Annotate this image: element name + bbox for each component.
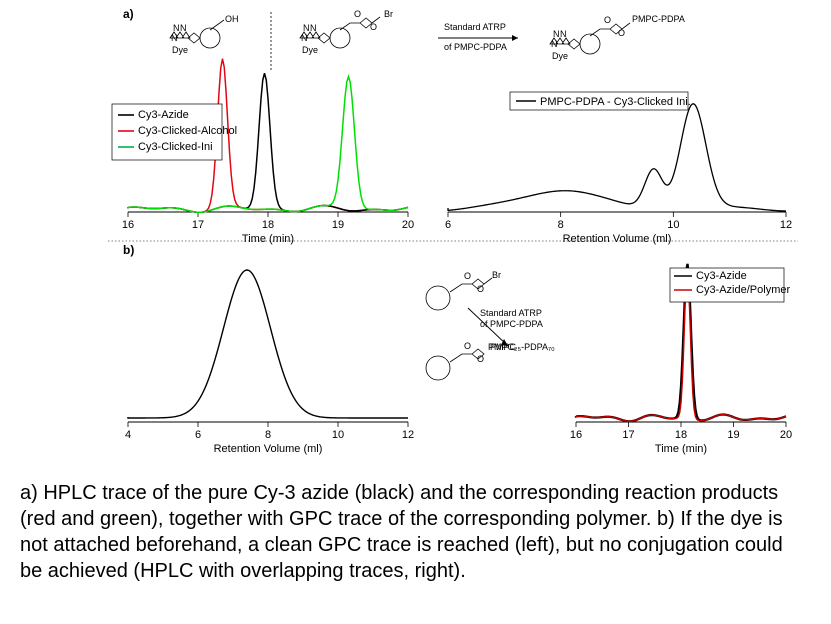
svg-text:N: N <box>560 29 567 39</box>
figure-container: a)NNNDyeOHNNNDyeOOBrStandard ATRPof PMPC… <box>18 8 814 468</box>
svg-text:O: O <box>477 284 484 294</box>
svg-text:O: O <box>464 341 471 351</box>
dye-label: Dye <box>552 51 568 61</box>
legend-label: Cy3-Clicked-Alcohol <box>138 125 237 137</box>
a-right-legend-label: PMPC-PDPA - Cy3-Clicked Ini. <box>540 96 691 108</box>
arrow-text-a2: of PMPC-PDPA <box>444 42 507 52</box>
a-right-xlabel: Retention Volume (ml) <box>563 233 672 245</box>
svg-text:N: N <box>171 33 178 43</box>
legend-label: Cy3-Clicked-Ini <box>138 141 213 153</box>
svg-text:N: N <box>173 23 180 33</box>
b-right-tick: 16 <box>570 429 582 441</box>
svg-text:N: N <box>553 29 560 39</box>
pmpc-pdpa-label: PMPC₂₅-PDPA₇₀ <box>488 342 555 352</box>
svg-text:PMPC-PDPA: PMPC-PDPA <box>632 14 685 24</box>
svg-text:O: O <box>477 354 484 364</box>
b-right-tick: 18 <box>675 429 687 441</box>
dye-label: Dye <box>302 45 318 55</box>
svg-text:O: O <box>354 9 361 19</box>
b-right-xlabel: Time (min) <box>655 443 707 455</box>
trace-gpc-a <box>448 104 786 211</box>
arrow-text-a1: Standard ATRP <box>444 22 506 32</box>
struct-a-2: NNN Dye OO Br <box>300 9 393 55</box>
a-right-tick: 8 <box>558 219 564 231</box>
struct-b-2: OOPMPCPMPC₂₅-PDPA₇₀ <box>426 341 555 380</box>
svg-text:N: N <box>310 23 317 33</box>
panel-a-label: a) <box>123 7 134 21</box>
b-left-tick: 10 <box>332 429 344 441</box>
a-left-tick: 16 <box>122 219 134 231</box>
b-left-xlabel: Retention Volume (ml) <box>214 443 323 455</box>
a-left-tick: 18 <box>262 219 274 231</box>
arrow-text-b1: Standard ATRP <box>480 308 542 318</box>
b-right-tick: 20 <box>780 429 792 441</box>
b-right-legend-label: Cy3-Azide <box>696 270 747 282</box>
panel-b-label: b) <box>123 243 134 257</box>
a-right-tick: 12 <box>780 219 792 231</box>
svg-text:O: O <box>370 22 377 32</box>
trace-gpc-b <box>128 270 408 418</box>
legend-label: Cy3-Azide <box>138 109 189 121</box>
svg-text:Br: Br <box>492 270 501 280</box>
struct-a-1: NNN Dye OH <box>170 14 239 55</box>
struct-b-1: OO Br <box>426 270 501 310</box>
svg-text:N: N <box>303 23 310 33</box>
a-left-tick: 20 <box>402 219 414 231</box>
dye-label: Dye <box>172 45 188 55</box>
figure-svg: a)NNNDyeOHNNNDyeOOBrStandard ATRPof PMPC… <box>18 8 814 468</box>
b-right-tick: 17 <box>622 429 634 441</box>
svg-text:O: O <box>604 15 611 25</box>
a-left-tick: 17 <box>192 219 204 231</box>
svg-text:O: O <box>464 271 471 281</box>
a-right-tick: 6 <box>445 219 451 231</box>
a-left-xlabel: Time (min) <box>242 233 294 245</box>
svg-text:O: O <box>618 28 625 38</box>
a-right-tick: 10 <box>667 219 679 231</box>
figure-caption: a) HPLC trace of the pure Cy-3 azide (bl… <box>20 480 800 584</box>
svg-text:N: N <box>180 23 187 33</box>
arrow-text-b2: of PMPC-PDPA <box>480 319 543 329</box>
svg-text:N: N <box>551 39 558 49</box>
b-left-tick: 8 <box>265 429 271 441</box>
b-left-tick: 4 <box>125 429 131 441</box>
svg-text:OH: OH <box>225 14 239 24</box>
svg-text:N: N <box>301 33 308 43</box>
svg-text:Br: Br <box>384 9 393 19</box>
b-right-tick: 19 <box>727 429 739 441</box>
b-left-tick: 6 <box>195 429 201 441</box>
a-left-tick: 19 <box>332 219 344 231</box>
struct-a-3: NNN Dye OO PMPC-PDPA <box>550 14 685 61</box>
b-right-legend-label: Cy3-Azide/Polymer <box>696 284 790 296</box>
b-left-tick: 12 <box>402 429 414 441</box>
